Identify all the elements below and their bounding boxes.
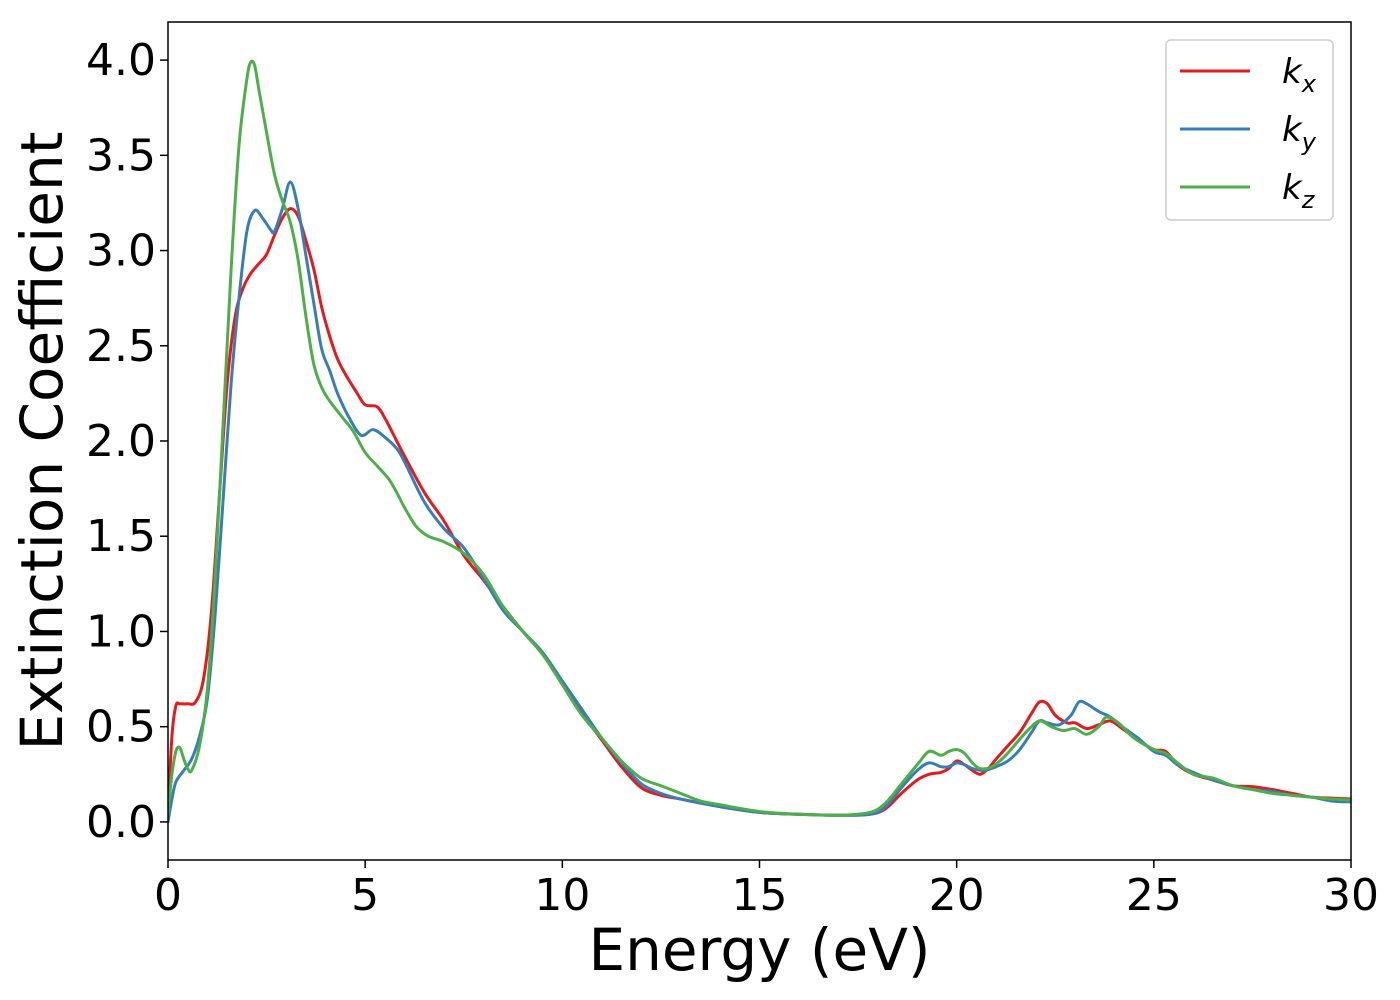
y-tick-label: 0.0	[86, 797, 156, 848]
legend: kx ky kz	[1165, 39, 1334, 221]
x-axis-label: Energy (eV)	[588, 916, 930, 984]
y-axis-label: Extinction Coefficient	[8, 132, 76, 751]
x-axis: 0 5 10 15 20 25 30	[154, 860, 1379, 921]
x-tick-label: 30	[1323, 870, 1379, 921]
series-line-kz	[168, 59, 1351, 817]
x-tick-label: 10	[534, 870, 590, 921]
x-tick-label: 15	[732, 870, 788, 921]
y-tick-label: 2.5	[86, 321, 156, 372]
x-tick-label: 5	[351, 870, 379, 921]
legend-label-ky: ky	[1282, 110, 1317, 156]
x-tick-label: 20	[929, 870, 985, 921]
y-tick-label: 4.0	[86, 35, 156, 86]
legend-label-kx: kx	[1282, 52, 1317, 98]
legend-label-kz: kz	[1282, 168, 1316, 214]
y-tick-label: 1.5	[86, 511, 156, 562]
series-layer	[168, 59, 1351, 824]
series-line-kx	[168, 207, 1351, 817]
y-tick-label: 3.0	[86, 226, 156, 277]
x-tick-label: 25	[1126, 870, 1182, 921]
y-tick-label: 3.5	[86, 130, 156, 181]
y-tick-label: 1.0	[86, 606, 156, 657]
y-tick-label: 0.5	[86, 702, 156, 753]
x-tick-label: 0	[154, 870, 182, 921]
y-axis: 0.0 0.5 1.0 1.5 2.0 2.5 3.0 3.5 4.0	[86, 35, 168, 848]
y-tick-label: 2.0	[86, 416, 156, 467]
